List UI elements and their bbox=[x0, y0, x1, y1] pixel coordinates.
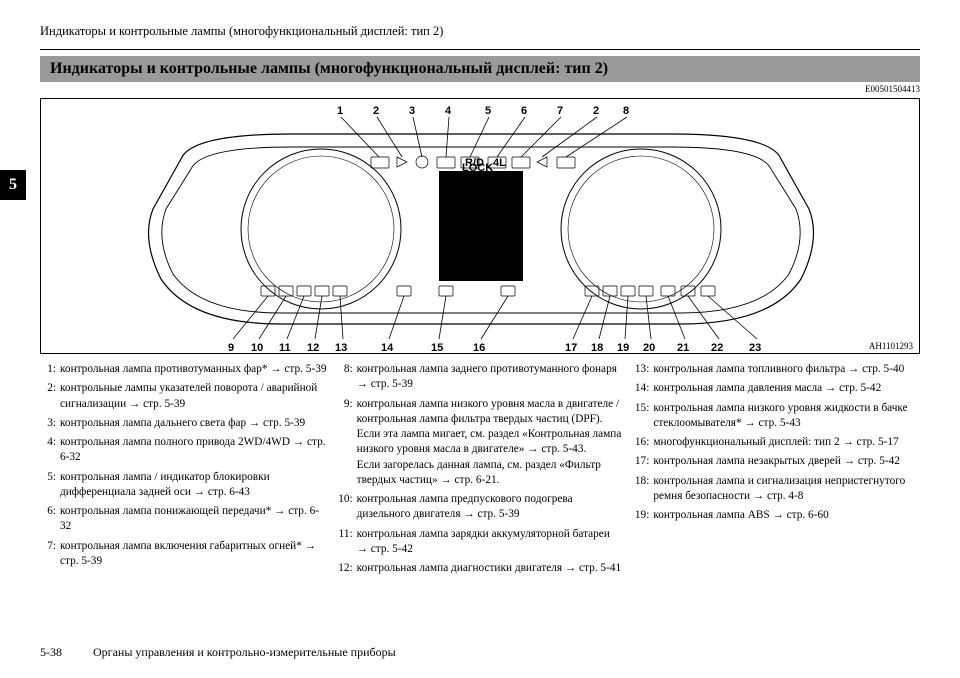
legend-item: 6:контрольная лампа понижающей пере­дачи… bbox=[40, 504, 327, 535]
callout-bot-9: 17 bbox=[565, 342, 577, 354]
callout-top-9: 8 bbox=[623, 105, 629, 117]
legend-item: 16:многофункциональный дисплей: тип 2 → … bbox=[633, 435, 920, 450]
legend-item: 12:контрольная лампа диагностики двига­т… bbox=[337, 561, 624, 576]
legend-column-3: 13:контрольная лампа топливного фильтра … bbox=[633, 362, 920, 580]
legend-item: 1:контрольная лампа противотуманных фар*… bbox=[40, 362, 327, 377]
legend-item: 18:контрольная лампа и сигнализация непр… bbox=[633, 474, 920, 505]
callout-bot-11: 19 bbox=[617, 342, 629, 354]
legend-column-2: 8:контрольная лампа заднего противоту­ма… bbox=[337, 362, 624, 580]
legend-item: 19:контрольная лампа ABS → стр. 6-60 bbox=[633, 508, 920, 523]
page-number: 5-38 bbox=[40, 645, 90, 660]
callout-bot-8: 16 bbox=[473, 342, 485, 354]
figure-number: AH1101293 bbox=[869, 341, 913, 351]
panel-label-4l: 4L bbox=[493, 157, 506, 169]
legend-columns: 1:контрольная лампа противотуманных фар*… bbox=[40, 362, 920, 580]
legend-item: 11:контрольная лампа зарядки аккумулятор… bbox=[337, 527, 624, 558]
callout-bot-7: 15 bbox=[431, 342, 443, 354]
legend-column-1: 1:контрольная лампа противотуманных фар*… bbox=[40, 362, 327, 580]
chapter-tab: 5 bbox=[0, 170, 26, 200]
callout-top-1: 1 bbox=[337, 105, 343, 117]
legend-item: 13:контрольная лампа топливного фильтра … bbox=[633, 362, 920, 377]
callout-bot-5: 13 bbox=[335, 342, 347, 354]
footer-chapter-title: Органы управления и контрольно-измерител… bbox=[93, 645, 396, 659]
page-footer: 5-38 Органы управления и контрольно-изме… bbox=[40, 645, 396, 660]
callout-bot-10: 18 bbox=[591, 342, 603, 354]
callout-bot-13: 21 bbox=[677, 342, 689, 354]
callout-bot-3: 11 bbox=[279, 342, 291, 354]
legend-item: 9:контрольная лампа низкого уровня масла… bbox=[337, 397, 624, 489]
callout-top-4: 4 bbox=[445, 105, 452, 117]
callout-top-6: 6 bbox=[521, 105, 527, 117]
callout-bot-6: 14 bbox=[381, 342, 394, 354]
callout-top-8: 2 bbox=[593, 105, 599, 117]
header-divider bbox=[40, 49, 920, 50]
legend-item: 15:контрольная лампа низкого уровня жид­… bbox=[633, 401, 920, 432]
legend-item: 3:контрольная лампа дальнего света фар →… bbox=[40, 416, 327, 431]
svg-text:LOCK: LOCK bbox=[462, 162, 493, 174]
legend-item: 4:контрольная лампа полного привода 2WD/… bbox=[40, 435, 327, 466]
section-title: Индикаторы и контрольные лампы (многофун… bbox=[40, 56, 920, 82]
dashboard-figure: R/D LOCK 4L bbox=[40, 98, 920, 354]
callout-top-2: 2 bbox=[373, 105, 379, 117]
callout-bot-4: 12 bbox=[307, 342, 319, 354]
legend-item: 17:контрольная лампа незакрытых дверей →… bbox=[633, 454, 920, 469]
callout-top-3: 3 bbox=[409, 105, 415, 117]
callout-top-5: 5 bbox=[485, 105, 491, 117]
document-number: E00501504413 bbox=[40, 84, 920, 94]
legend-item: 5:контрольная лампа / индикатор блоки­ро… bbox=[40, 470, 327, 501]
legend-item: 7:контрольная лампа включения габарит­ны… bbox=[40, 539, 327, 570]
callout-bot-1: 9 bbox=[228, 342, 234, 354]
callout-bot-15: 23 bbox=[749, 342, 761, 354]
legend-item: 8:контрольная лампа заднего противоту­ма… bbox=[337, 362, 624, 393]
legend-item: 10:контрольная лампа предпускового подо­… bbox=[337, 492, 624, 523]
callout-top-7: 7 bbox=[557, 105, 563, 117]
callout-bot-2: 10 bbox=[251, 342, 263, 354]
legend-item: 2:контрольные лампы указателей поворота … bbox=[40, 381, 327, 412]
callout-bot-12: 20 bbox=[643, 342, 655, 354]
running-head: Индикаторы и контрольные лампы (многофун… bbox=[40, 24, 920, 39]
callout-bot-14: 22 bbox=[711, 342, 723, 354]
legend-item: 14:контрольная лампа давления масла → ст… bbox=[633, 381, 920, 396]
